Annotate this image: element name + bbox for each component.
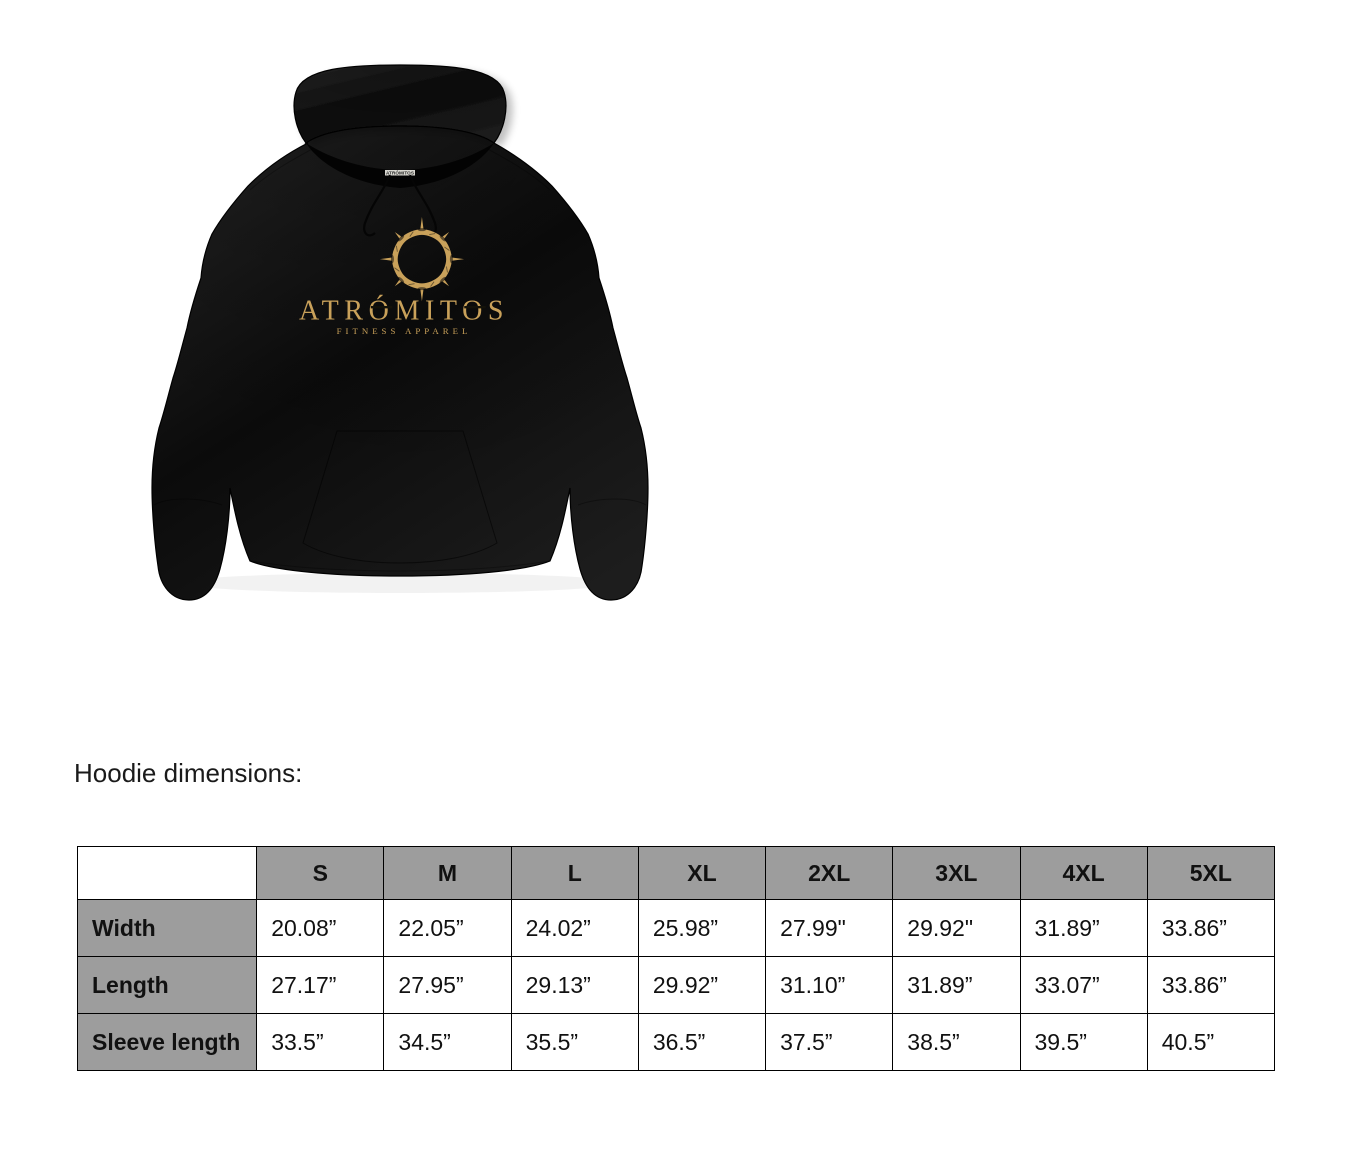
svg-text:ATRÓMITOS: ATRÓMITOS xyxy=(299,296,509,327)
svg-text:FITNESS APPAREL: FITNESS APPAREL xyxy=(337,326,472,336)
svg-text:ATRÓMITOS: ATRÓMITOS xyxy=(386,168,414,175)
